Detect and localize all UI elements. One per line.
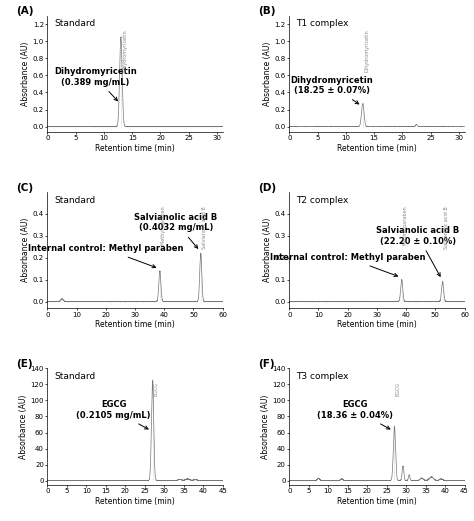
Text: Standard: Standard: [55, 19, 96, 28]
Text: Salvianolic acid B: Salvianolic acid B: [202, 206, 207, 249]
Text: T2 complex: T2 complex: [296, 195, 349, 205]
Y-axis label: Absorbance (AU): Absorbance (AU): [21, 218, 30, 282]
Text: T3 complex: T3 complex: [296, 372, 349, 381]
Text: (D): (D): [258, 183, 276, 193]
Text: Dihydromyricetin
(18.25 ± 0.07%): Dihydromyricetin (18.25 ± 0.07%): [290, 76, 373, 104]
Y-axis label: Absorbance (AU): Absorbance (AU): [263, 218, 272, 282]
X-axis label: Retention time (min): Retention time (min): [95, 320, 175, 329]
Text: Internal control: Methyl paraben: Internal control: Methyl paraben: [270, 253, 426, 277]
Y-axis label: Absorbance (AU): Absorbance (AU): [263, 42, 272, 106]
X-axis label: Retention time (min): Retention time (min): [337, 144, 417, 153]
Text: Internal control: Methyl paraben: Internal control: Methyl paraben: [28, 244, 183, 268]
X-axis label: Retention time (min): Retention time (min): [337, 320, 417, 329]
Text: Salvianolic acid B
(22.20 ± 0.10%): Salvianolic acid B (22.20 ± 0.10%): [376, 226, 459, 276]
Text: EGCG: EGCG: [396, 382, 401, 396]
Text: Salvianolic acid B
(0.4032 mg/mL): Salvianolic acid B (0.4032 mg/mL): [134, 213, 218, 248]
Text: Standard: Standard: [55, 195, 96, 205]
Y-axis label: Absorbance (AU): Absorbance (AU): [21, 42, 30, 106]
Text: Salvianolic acid B: Salvianolic acid B: [444, 206, 449, 249]
X-axis label: Retention time (min): Retention time (min): [337, 497, 417, 506]
Y-axis label: Absorbance (AU): Absorbance (AU): [261, 394, 270, 458]
Text: (F): (F): [258, 359, 274, 369]
Text: T1 complex: T1 complex: [296, 19, 349, 28]
Text: EGCG
(18.36 ± 0.04%): EGCG (18.36 ± 0.04%): [318, 401, 393, 429]
X-axis label: Retention time (min): Retention time (min): [95, 497, 175, 506]
Text: Standard: Standard: [55, 372, 96, 381]
Text: (B): (B): [258, 6, 275, 16]
Text: Methyl paraben: Methyl paraben: [161, 206, 166, 244]
Text: EGCG
(0.2105 mg/mL): EGCG (0.2105 mg/mL): [76, 401, 151, 429]
Text: Methyl paraben: Methyl paraben: [403, 206, 408, 244]
Text: Dihydromyricetin: Dihydromyricetin: [122, 30, 128, 72]
Y-axis label: Absorbance (AU): Absorbance (AU): [18, 394, 27, 458]
X-axis label: Retention time (min): Retention time (min): [95, 144, 175, 153]
Text: Dihydromyricetin: Dihydromyricetin: [364, 30, 369, 72]
Text: (C): (C): [16, 183, 33, 193]
Text: (E): (E): [16, 359, 33, 369]
Text: (A): (A): [16, 6, 33, 16]
Text: EGCG: EGCG: [154, 382, 159, 396]
Text: Dihydromyricetin
(0.389 mg/mL): Dihydromyricetin (0.389 mg/mL): [54, 67, 137, 101]
